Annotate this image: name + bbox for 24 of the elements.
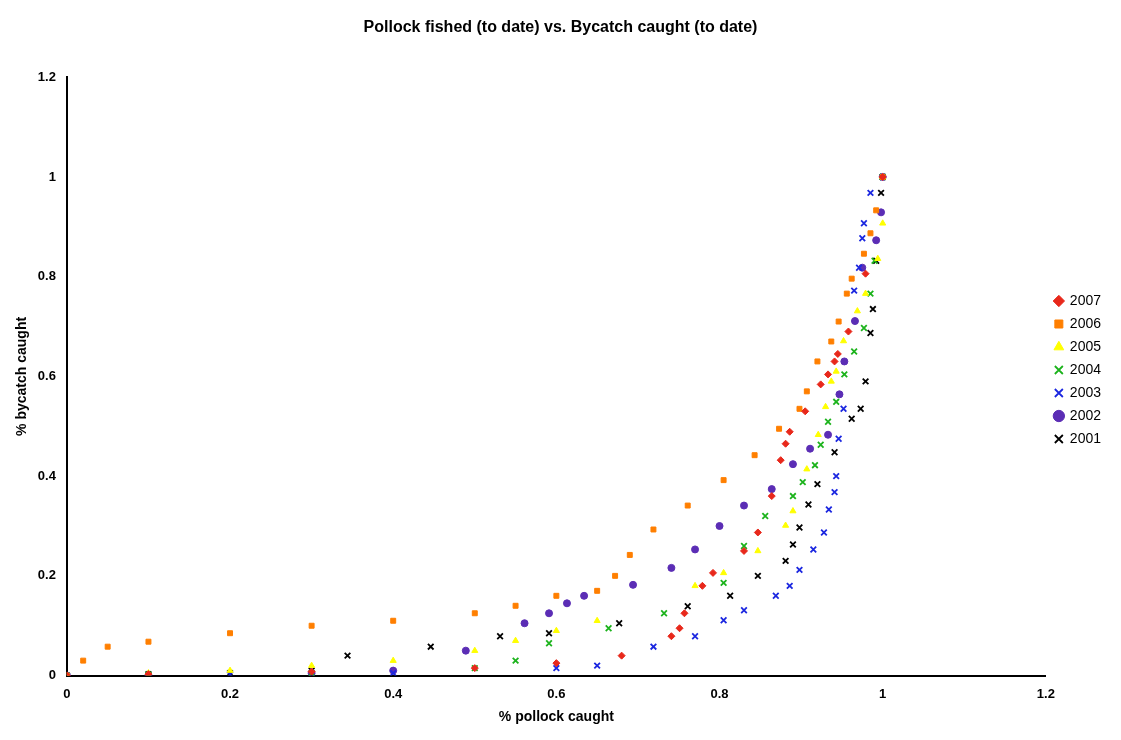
- x-tick-label: 0.6: [547, 685, 566, 701]
- x-axis-title: % pollock caught: [498, 708, 615, 725]
- legend-label: 2007: [1069, 291, 1102, 308]
- x-tick-label: 1.2: [1036, 685, 1055, 701]
- y-tick-label: 0.8: [37, 268, 56, 284]
- y-tick-label: 0.2: [37, 567, 56, 583]
- x-tick-label: 0.4: [384, 685, 403, 701]
- y-tick-label: 1.2: [37, 68, 56, 84]
- legend-label: 2003: [1069, 383, 1102, 400]
- y-tick-label: 0: [48, 667, 56, 683]
- x-tick-label: 0.2: [221, 685, 240, 701]
- x-tick-label: 0: [63, 685, 71, 701]
- legend-label: 2004: [1069, 360, 1102, 377]
- y-axis-title: % bycatch caught: [13, 316, 30, 436]
- y-tick-label: 0.4: [37, 467, 57, 483]
- y-tick-label: 1: [48, 168, 56, 184]
- legend-label: 2001: [1069, 429, 1102, 446]
- y-tick-label: 0.6: [37, 367, 56, 383]
- chart-title: Pollock fished (to date) vs. Bycatch caught (to date): [363, 18, 758, 36]
- legend-label: 2005: [1069, 337, 1102, 354]
- legend-label: 2006: [1069, 314, 1102, 331]
- legend-label: 2002: [1069, 406, 1102, 423]
- x-tick-label: 1: [879, 685, 887, 701]
- x-tick-label: 0.8: [710, 685, 729, 701]
